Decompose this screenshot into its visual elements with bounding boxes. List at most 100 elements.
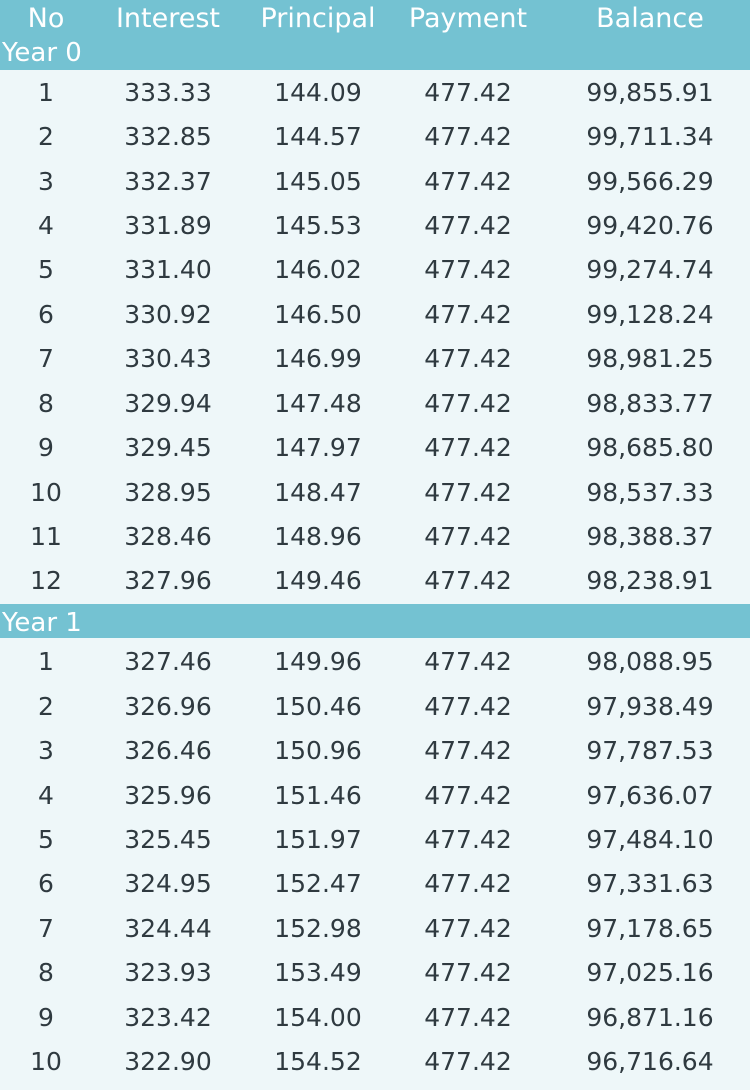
cell-payment: 477.42 [424,122,512,151]
cell-principal: 147.48 [274,389,362,418]
cell-balance: 97,636.07 [586,781,714,810]
table-row[interactable]: 4 331.89 145.53 477.42 99,420.76 [0,204,750,248]
cell-principal: 146.02 [274,255,362,284]
cell-balance: 97,484.10 [586,825,714,854]
cell-no: 8 [38,389,54,418]
cell-principal: 151.97 [274,825,362,854]
cell-payment: 477.42 [424,1003,512,1032]
cell-no: 2 [38,122,54,151]
cell-payment: 477.42 [424,1047,512,1076]
cell-payment: 477.42 [424,211,512,240]
cell-no: 12 [30,566,62,595]
cell-no: 9 [38,433,54,462]
cell-no: 6 [38,300,54,329]
cell-no: 5 [38,825,54,854]
cell-principal: 144.57 [274,122,362,151]
cell-payment: 477.42 [424,647,512,676]
cell-payment: 477.42 [424,566,512,595]
column-header-principal: Principal [260,3,376,34]
table-row[interactable]: 5 325.45 151.97 477.42 97,484.10 [0,818,750,862]
table-row[interactable]: 11 328.46 148.96 477.42 98,388.37 [0,515,750,559]
table-row[interactable]: 7 324.44 152.98 477.42 97,178.65 [0,907,750,951]
cell-payment: 477.42 [424,869,512,898]
table-row[interactable]: 1 333.33 144.09 477.42 99,855.91 [0,71,750,115]
cell-principal: 154.00 [274,1003,362,1032]
cell-balance: 98,388.37 [586,522,714,551]
cell-interest: 325.96 [124,781,212,810]
cell-balance: 97,938.49 [586,692,714,721]
cell-balance: 97,178.65 [586,914,714,943]
table-row[interactable]: 5 331.40 146.02 477.42 99,274.74 [0,248,750,292]
cell-interest: 325.45 [124,825,212,854]
cell-interest: 327.96 [124,566,212,595]
column-header-interest: Interest [115,3,221,34]
cell-balance: 96,871.16 [586,1003,714,1032]
table-row[interactable]: 6 324.95 152.47 477.42 97,331.63 [0,862,750,906]
cell-payment: 477.42 [424,344,512,373]
cell-interest: 323.93 [124,958,212,987]
table-row[interactable]: 8 329.94 147.48 477.42 98,833.77 [0,382,750,426]
cell-no: 3 [38,167,54,196]
cell-payment: 477.42 [424,389,512,418]
table-row[interactable]: 2 332.85 144.57 477.42 99,711.34 [0,115,750,159]
cell-payment: 477.42 [424,522,512,551]
column-header-balance: Balance [596,3,704,34]
year-section-header: Year 1 [0,604,750,638]
cell-principal: 150.46 [274,692,362,721]
cell-principal: 151.46 [274,781,362,810]
cell-interest: 324.95 [124,869,212,898]
table-row[interactable]: 12 327.96 149.46 477.42 98,238.91 [0,559,750,603]
table-row[interactable]: 9 329.45 147.97 477.42 98,685.80 [0,426,750,470]
table-row[interactable]: 3 332.37 145.05 477.42 99,566.29 [0,160,750,204]
table-row[interactable]: 8 323.93 153.49 477.42 97,025.16 [0,951,750,995]
cell-principal: 152.47 [274,869,362,898]
cell-no: 7 [38,344,54,373]
cell-no: 1 [38,647,54,676]
cell-principal: 145.53 [274,211,362,240]
table-row[interactable]: 10 322.90 154.52 477.42 96,716.64 [0,1040,750,1084]
table-row[interactable]: 6 330.92 146.50 477.42 99,128.24 [0,293,750,337]
cell-balance: 97,331.63 [586,869,714,898]
cell-no: 8 [38,958,54,987]
cell-balance: 98,238.91 [586,566,714,595]
table-row[interactable]: 4 325.96 151.46 477.42 97,636.07 [0,774,750,818]
cell-balance: 99,420.76 [586,211,714,240]
cell-no: 10 [30,1047,62,1076]
cell-balance: 99,274.74 [586,255,714,284]
cell-principal: 148.96 [274,522,362,551]
cell-no: 5 [38,255,54,284]
table-row[interactable]: 1 327.46 149.96 477.42 98,088.95 [0,640,750,684]
cell-principal: 149.96 [274,647,362,676]
cell-no: 6 [38,869,54,898]
cell-balance: 99,128.24 [586,300,714,329]
cell-principal: 149.46 [274,566,362,595]
table-row[interactable]: 3 326.46 150.96 477.42 97,787.53 [0,729,750,773]
cell-interest: 329.45 [124,433,212,462]
cell-principal: 148.47 [274,478,362,507]
table-row[interactable]: 2 326.96 150.46 477.42 97,938.49 [0,685,750,729]
cell-principal: 146.50 [274,300,362,329]
cell-balance: 97,025.16 [586,958,714,987]
cell-principal: 154.52 [274,1047,362,1076]
cell-balance: 98,537.33 [586,478,714,507]
table-row[interactable]: 9 323.42 154.00 477.42 96,871.16 [0,996,750,1040]
cell-payment: 477.42 [424,914,512,943]
cell-interest: 326.46 [124,736,212,765]
cell-payment: 477.42 [424,167,512,196]
cell-interest: 323.42 [124,1003,212,1032]
cell-balance: 99,855.91 [586,78,714,107]
cell-payment: 477.42 [424,958,512,987]
table-header: No Interest Principal Payment Balance Ye… [0,0,750,70]
table-row[interactable]: 7 330.43 146.99 477.42 98,981.25 [0,337,750,381]
cell-balance: 98,981.25 [586,344,714,373]
cell-balance: 98,685.80 [586,433,714,462]
column-header-payment: Payment [408,3,528,34]
table-row[interactable]: 10 328.95 148.47 477.42 98,537.33 [0,471,750,515]
cell-interest: 332.85 [124,122,212,151]
cell-no: 7 [38,914,54,943]
cell-interest: 331.40 [124,255,212,284]
cell-interest: 328.46 [124,522,212,551]
cell-no: 10 [30,478,62,507]
cell-payment: 477.42 [424,300,512,329]
